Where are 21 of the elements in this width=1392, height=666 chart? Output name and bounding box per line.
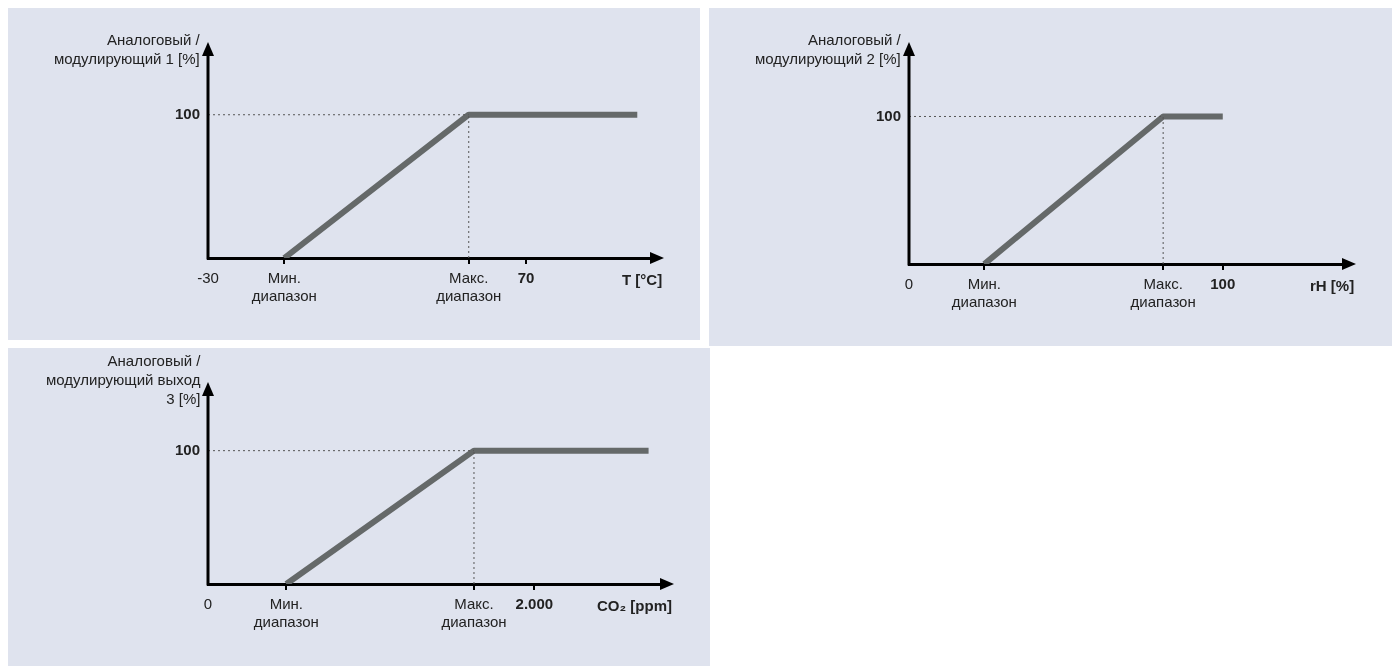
text: 100 <box>875 106 901 124</box>
x-tick-label: Макс. диапазон <box>1130 275 1196 311</box>
x-axis-title: rH [%] <box>1310 276 1355 295</box>
x-axis-title: T [°C] <box>622 270 663 289</box>
x-tick-label: 0 <box>203 595 213 613</box>
x-axis-title: CO₂ [ppm] <box>597 596 672 615</box>
text: 100 <box>174 104 200 122</box>
x-tick-label: 70 <box>517 269 535 287</box>
y-axis-title: Аналоговый / модулирующий 1 [%] <box>54 30 200 68</box>
x-tick-label: 2.000 <box>515 595 554 613</box>
y-axis-title: Аналоговый / модулирующий выход 3 [%] <box>46 351 201 408</box>
x-tick-label: Макс. диапазон <box>436 269 502 305</box>
x-tick-label: Мин. диапазон <box>253 595 319 631</box>
x-tick-label: 100 <box>1210 275 1236 293</box>
x-tick-label: Мин. диапазон <box>951 275 1017 311</box>
x-tick-label: Макс. диапазон <box>441 595 507 631</box>
x-tick-label: -30 <box>197 269 219 287</box>
y-axis-title: Аналоговый / модулирующий 2 [%] <box>755 30 901 68</box>
text: 100 <box>174 440 200 458</box>
x-tick-label: Мин. диапазон <box>251 269 317 305</box>
x-tick-label: 0 <box>904 275 914 293</box>
